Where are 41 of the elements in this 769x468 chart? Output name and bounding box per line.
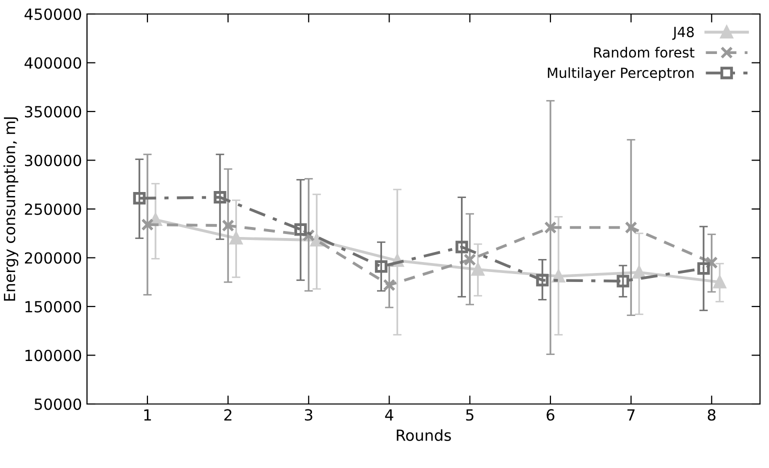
x-tick-label: 3 — [304, 409, 312, 421]
point — [230, 232, 242, 244]
x-tick-label: 8 — [708, 409, 716, 421]
point — [456, 240, 468, 254]
point — [632, 266, 646, 279]
point — [536, 274, 549, 286]
y-axis-title: Energy consumption, mJ — [3, 117, 18, 301]
y-tick-label: 300000 — [24, 154, 82, 166]
x-tick-label: 6 — [546, 409, 554, 421]
y-tick-label: 250000 — [24, 203, 82, 216]
y-tick-label: 150000 — [25, 300, 82, 313]
point — [294, 223, 307, 236]
y-tick-label: 350000 — [24, 106, 82, 118]
point — [544, 221, 557, 234]
legend-label: J48 — [672, 26, 694, 40]
y-tick-label: 50000 — [34, 398, 82, 410]
point — [624, 221, 638, 234]
point — [616, 274, 630, 288]
y-tick-label: 450000 — [24, 8, 82, 20]
y-tick-label: 400000 — [24, 57, 82, 69]
legend-label: Random forest — [594, 46, 694, 58]
x-axis-title: Rounds — [396, 429, 451, 442]
x-tick-label: 1 — [144, 409, 151, 420]
y-tick-label: 200000 — [24, 252, 82, 264]
point — [222, 219, 234, 232]
point — [382, 278, 396, 292]
x-tick-label: 5 — [466, 409, 474, 421]
point — [472, 263, 484, 276]
point — [464, 253, 476, 266]
x-tick-label: 4 — [385, 409, 394, 420]
legend-label: Multilayer Perceptron — [548, 67, 694, 81]
point — [310, 234, 323, 246]
point — [697, 262, 710, 275]
point — [374, 260, 388, 273]
point — [214, 191, 226, 204]
y-tick-label: 100000 — [25, 350, 82, 362]
x-tick-label: 7 — [627, 409, 635, 420]
point — [133, 192, 146, 205]
x-tick-label: 2 — [224, 409, 232, 420]
point — [713, 276, 726, 288]
point — [141, 218, 154, 231]
